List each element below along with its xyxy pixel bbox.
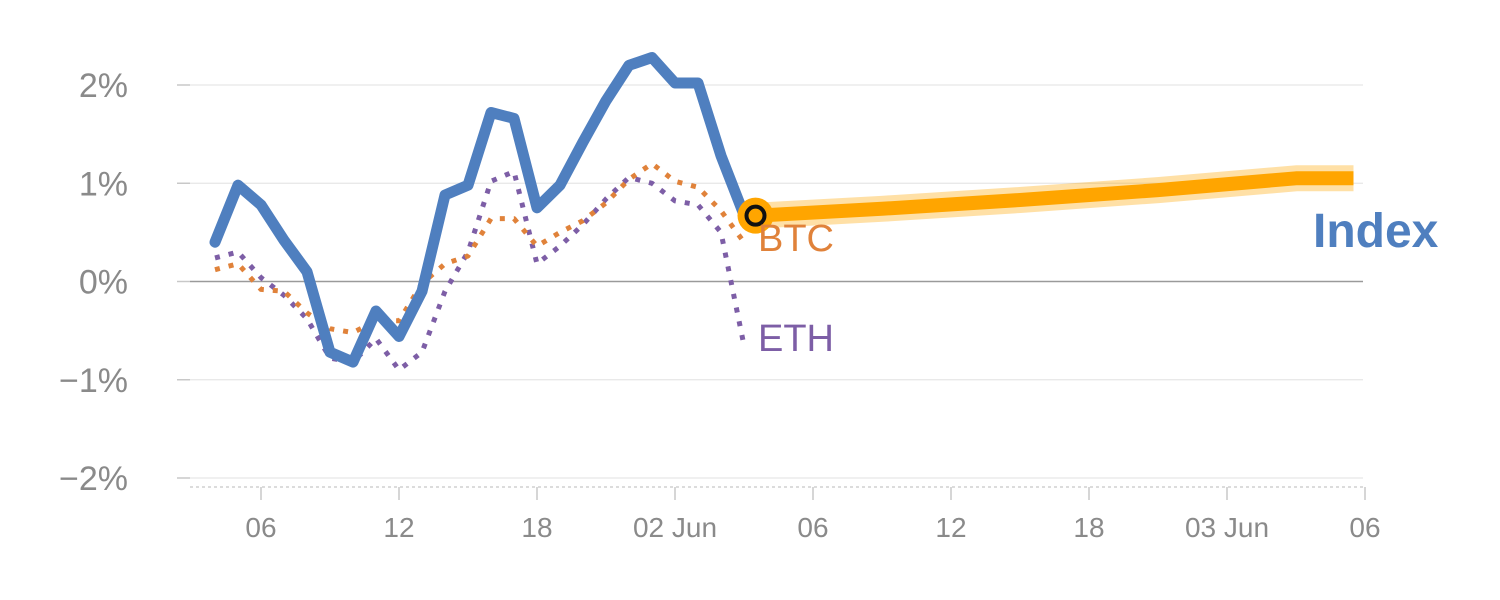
y-axis: 2% 1% 0% −1% −2%: [59, 67, 190, 498]
y-tick-label: 2%: [79, 67, 128, 105]
series-line-eth: [214, 169, 747, 373]
series-label-index: Index: [1313, 205, 1439, 258]
series-line-index: [209, 52, 750, 368]
y-tick-label: −1%: [59, 362, 128, 400]
current-marker: [737, 197, 774, 234]
x-tick-label: 12: [383, 512, 414, 543]
y-tick-label: 0%: [79, 264, 128, 302]
x-tick-label: 03 Jun: [1185, 512, 1269, 543]
y-tick-label: 1%: [79, 165, 128, 203]
series-label-eth: ETH: [758, 318, 834, 360]
x-tick-label: 06: [1349, 512, 1380, 543]
x-tick-label: 02 Jun: [633, 512, 717, 543]
series-line-btc: [214, 161, 747, 336]
marker-ring: [744, 204, 767, 227]
x-tick-label: 18: [521, 512, 552, 543]
x-tick-label: 06: [797, 512, 828, 543]
x-tick-label: 18: [1073, 512, 1104, 543]
forecast-band: [754, 165, 1354, 229]
x-tick-label: 12: [935, 512, 966, 543]
forecast-line: [755, 171, 1354, 223]
grid-lines: [190, 84, 1363, 488]
x-tick-label: 06: [245, 512, 276, 543]
x-axis: 06 12 18 02 Jun 06 12 18 03 Jun 06: [245, 487, 1381, 543]
series-lines: [209, 52, 750, 373]
y-tick-label: −2%: [59, 460, 128, 498]
marker-outer: [737, 197, 774, 234]
series-label-btc: BTC: [758, 218, 834, 260]
